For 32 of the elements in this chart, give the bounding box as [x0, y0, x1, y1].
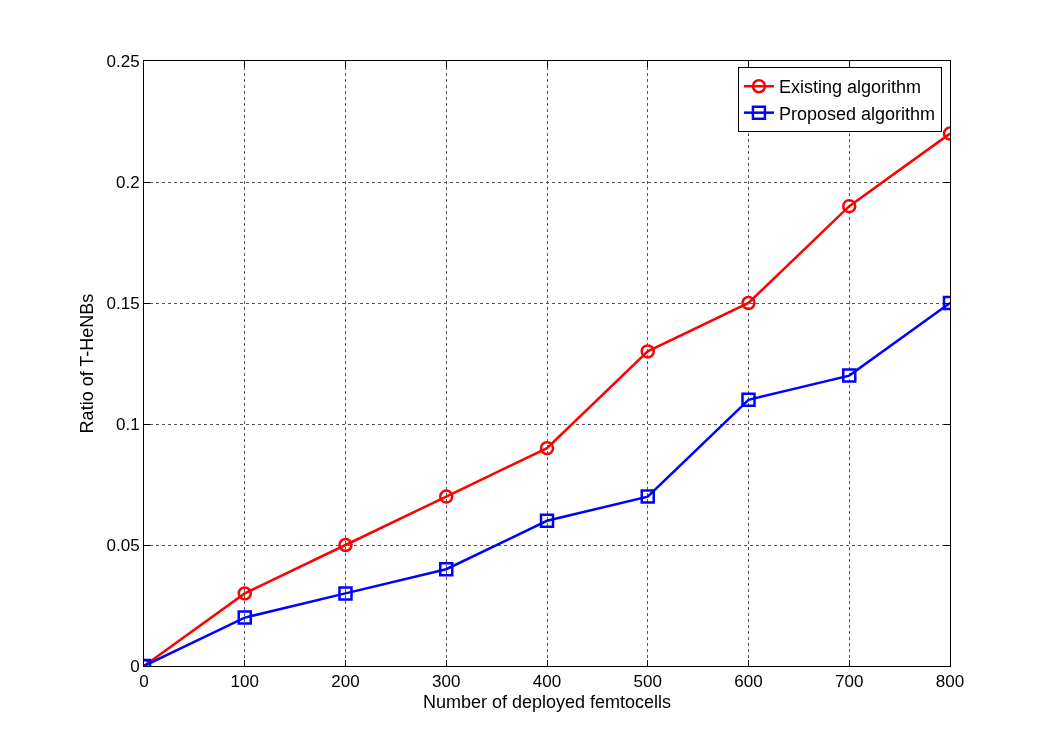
point [640, 489, 655, 504]
point [640, 344, 655, 359]
y-tick-label: 0.15 [106, 293, 140, 313]
y-tick-label: 0.05 [106, 535, 140, 555]
point [741, 295, 756, 311]
legend-label: Proposed algorithm [778, 103, 936, 124]
y-tick-label: 0.1 [115, 414, 140, 434]
y-tick-label: 0 [130, 656, 140, 676]
x-tick-label: 400 [532, 672, 562, 692]
point [338, 537, 353, 553]
legend-label: Existing algorithm [778, 77, 921, 98]
x-axis-title: Number of deployed femtocells [422, 691, 672, 712]
point [741, 392, 756, 408]
point [842, 198, 857, 214]
point [539, 513, 555, 529]
point [338, 586, 353, 601]
y-axis-title: Ratio of T-HeNBs [76, 293, 97, 434]
x-tick-label: 100 [230, 672, 259, 692]
x-tick-label: 800 [935, 672, 965, 692]
y-tick-label: 0.25 [106, 51, 140, 71]
x-tick-label: 600 [734, 672, 763, 692]
x-tick-label: 200 [331, 672, 360, 692]
point [237, 610, 252, 625]
point [237, 586, 252, 601]
point [842, 368, 857, 383]
point [439, 489, 454, 504]
x-tick-label: 300 [432, 672, 461, 692]
point [439, 561, 454, 577]
x-tick-label: 700 [835, 672, 864, 692]
y-tick-label: 0.2 [115, 172, 140, 192]
point [539, 440, 555, 456]
x-tick-label: 500 [633, 672, 662, 692]
